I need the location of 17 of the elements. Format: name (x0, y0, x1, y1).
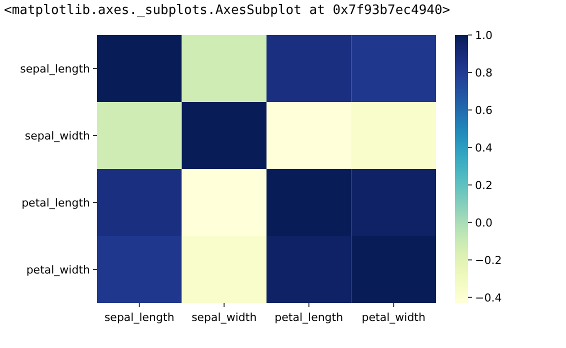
x-tick-label: petal_width (362, 311, 426, 324)
y-tick-label: sepal_width (24, 130, 90, 142)
y-tick-label: petal_length (22, 196, 90, 210)
text: <matplotlib.axes._subplots.AxesSubplot at 0x7f93b7ec4940> (4, 3, 450, 18)
y-tick-label: sepal_length (20, 62, 90, 76)
color-bar-label: 0.4 (475, 141, 492, 154)
x-tick-label: sepal_width (192, 311, 257, 324)
color-bar-label: 1.0 (475, 29, 492, 42)
y-tick-label: petal_width (26, 264, 90, 276)
color-bar-label: 0.2 (475, 178, 492, 192)
color-bar-label: −0.2 (475, 254, 502, 267)
color-bar-label: −0.4 (475, 291, 502, 304)
x-tick-label: sepal_length (104, 311, 174, 324)
color-bar-label: 0.8 (475, 66, 492, 80)
color-bar-label: 0.0 (475, 216, 492, 230)
x-tick-label: petal_length (274, 311, 344, 324)
color-bar-label: 0.6 (475, 104, 492, 117)
